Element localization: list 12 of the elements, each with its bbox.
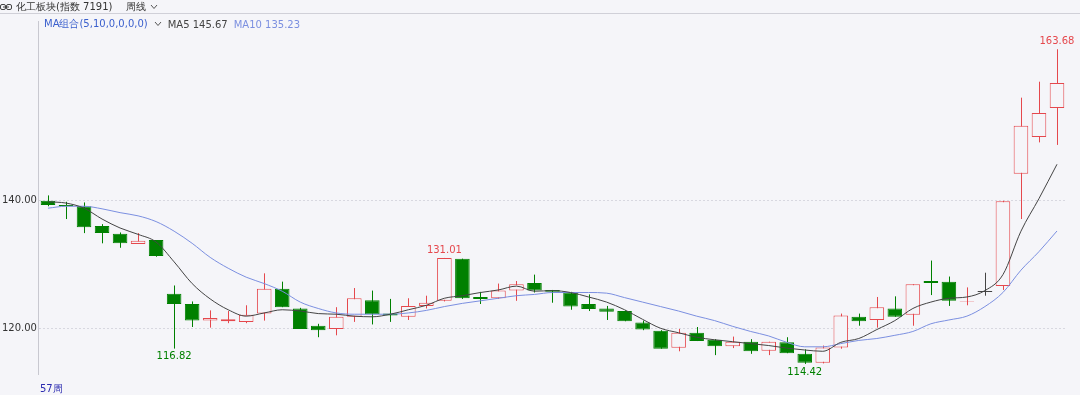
y-tick-label: 140.00 (1, 194, 37, 206)
chart-subtitle: 周线 (126, 0, 147, 13)
text: MA5 145.67 (167, 18, 228, 30)
text: 57周 (40, 383, 63, 394)
annotation: 163.68 (1039, 34, 1075, 46)
annotation: 116.82 (156, 350, 192, 362)
annotation: 131.01 (426, 243, 462, 255)
annotation: 114.42 (787, 365, 823, 377)
text: MA10 135.23 (233, 18, 301, 30)
y-tick-label: 120.00 (1, 321, 37, 333)
chart-title: 化工板块(指数 7191) (16, 0, 113, 13)
legend-title: MA组合(5,10,0,0,0,0) (44, 17, 148, 31)
